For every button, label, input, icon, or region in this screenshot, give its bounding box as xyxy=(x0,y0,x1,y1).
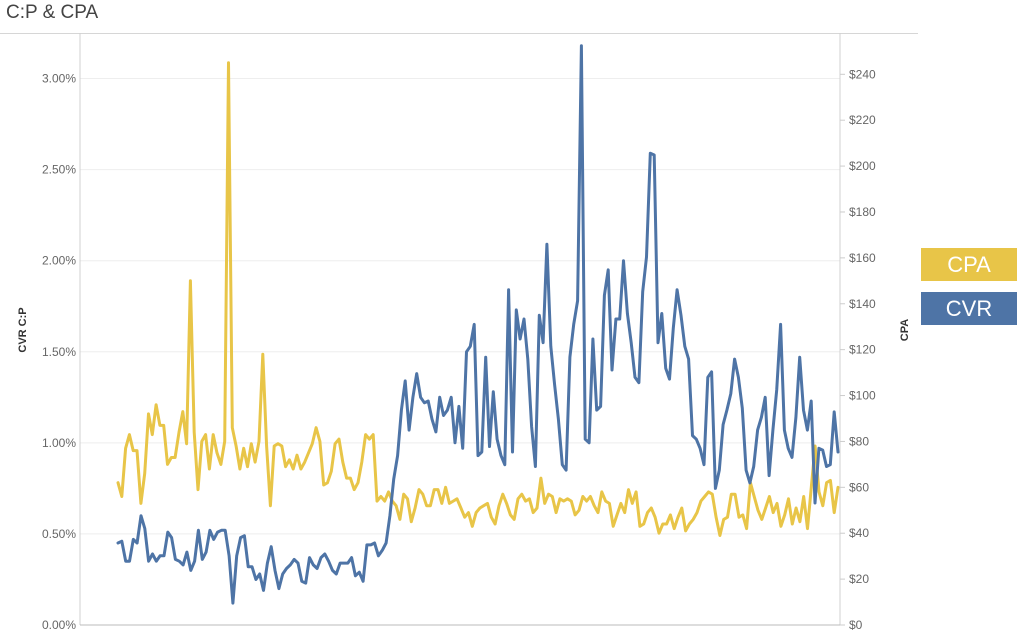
right-tick-label: $40 xyxy=(849,526,869,540)
left-tick-label: 1.00% xyxy=(42,436,76,450)
right-tick-label: $200 xyxy=(849,159,876,173)
legend-label-cvr: CVR xyxy=(945,295,993,321)
series-lines xyxy=(116,44,840,605)
right-tick-label: $220 xyxy=(849,113,876,127)
right-axis-title: CPA xyxy=(899,319,911,341)
right-tick-label: $80 xyxy=(849,434,869,448)
axes xyxy=(79,33,841,626)
left-tick-label: 1.50% xyxy=(42,345,76,359)
left-tick-label: 2.50% xyxy=(42,163,76,177)
right-tick-label: $120 xyxy=(849,343,876,357)
right-tick-label: $60 xyxy=(849,480,869,494)
right-tick-label: $20 xyxy=(849,572,869,586)
legend-item-cvr[interactable]: CVR xyxy=(921,292,1017,325)
grid-lines xyxy=(80,78,840,626)
right-tick-label: $180 xyxy=(849,205,876,219)
right-tick-label: $0 xyxy=(849,618,863,632)
left-tick-label: 0.00% xyxy=(42,618,76,632)
series-line-cvr xyxy=(116,44,840,605)
chart-title: C:P & CPA xyxy=(6,2,99,23)
left-axis-title: CVR C:P xyxy=(17,307,29,352)
left-tick-label: 2.00% xyxy=(42,254,76,268)
legend-item-cpa[interactable]: CPA xyxy=(921,248,1017,281)
series-line-cpa xyxy=(116,61,840,537)
title-divider xyxy=(0,33,918,34)
right-tick-label: $240 xyxy=(849,67,876,81)
right-tick-label: $160 xyxy=(849,251,876,265)
right-tick-label: $140 xyxy=(849,297,876,311)
left-axis-ticks: 0.00% 0.50% 1.00% 1.50% 2.00% 2.50% 3.00% xyxy=(42,72,76,632)
left-tick-label: 3.00% xyxy=(42,72,76,86)
legend-label-cpa: CPA xyxy=(947,251,991,277)
right-axis-ticks: $0 $20 $40 $60 $80 $100 $120 $140 $160 $180 $200 $2… xyxy=(840,67,876,632)
right-tick-label: $100 xyxy=(849,389,876,403)
left-tick-label: 0.50% xyxy=(42,527,76,541)
